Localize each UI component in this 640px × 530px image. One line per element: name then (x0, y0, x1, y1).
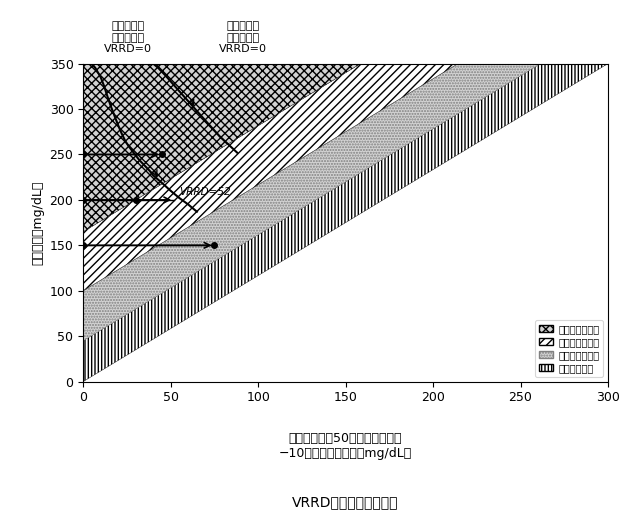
Text: 低範囲変動、50パーセンタイル
−10パーセンタイル（mg/dL）: 低範囲変動、50パーセンタイル −10パーセンタイル（mg/dL） (279, 432, 412, 460)
Text: 負であり、
したがって
VRRD=0: 負であり、 したがって VRRD=0 (104, 21, 152, 55)
Legend: 低血糖リスク高, 低血糖リスク中, 低血糖リスク低, ターゲット内: 低血糖リスク高, 低血糖リスク中, 低血糖リスク低, ターゲット内 (535, 320, 603, 377)
Y-axis label: メジアン（mg/dL）: メジアン（mg/dL） (31, 180, 44, 265)
Text: VRRD=52: VRRD=52 (179, 187, 231, 197)
Text: VRRDの例、代替の定義: VRRDの例、代替の定義 (292, 495, 399, 509)
Text: 負であり、
したがって
VRRD=0: 負であり、 したがって VRRD=0 (219, 21, 268, 55)
